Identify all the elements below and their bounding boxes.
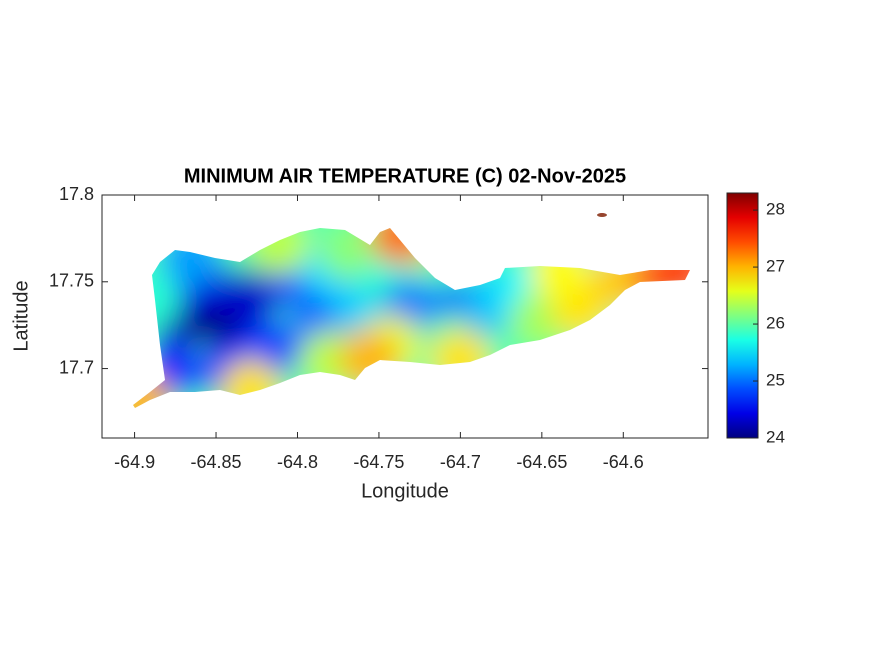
colorbar-tick-label: 24 bbox=[766, 427, 785, 446]
field-sample bbox=[572, 213, 633, 245]
colorbar-tick-label: 27 bbox=[766, 257, 785, 276]
x-tick-label: -64.75 bbox=[353, 452, 404, 472]
colorbar-tick-label: 25 bbox=[766, 371, 785, 390]
field-sample bbox=[650, 241, 690, 302]
field-sample bbox=[339, 329, 400, 390]
x-tick-label: -64.8 bbox=[277, 452, 318, 472]
temperature-field bbox=[133, 213, 690, 408]
field-sample bbox=[430, 329, 491, 390]
field-sample bbox=[220, 359, 281, 408]
y-axis-label: Latitude bbox=[10, 280, 32, 351]
x-tick-label: -64.9 bbox=[114, 452, 155, 472]
field-sample bbox=[370, 213, 431, 265]
y-tick-label: 17.8 bbox=[59, 184, 94, 204]
field-sample bbox=[140, 340, 201, 401]
colorbar-tick-label: 26 bbox=[766, 314, 785, 333]
field-sample bbox=[249, 215, 310, 276]
axes-box bbox=[101, 194, 709, 439]
colorbar bbox=[726, 192, 759, 439]
y-tick-label: 17.75 bbox=[49, 271, 94, 291]
x-axis-label: Longitude bbox=[361, 480, 449, 502]
field-samples bbox=[133, 213, 690, 408]
field-sample bbox=[133, 269, 180, 330]
field-sample bbox=[529, 239, 590, 300]
field-sample bbox=[220, 269, 281, 330]
x-tick-label: -64.7 bbox=[440, 452, 481, 472]
y-tick-label: 17.7 bbox=[59, 357, 94, 377]
x-tick-label: -64.65 bbox=[516, 452, 567, 472]
field-sample bbox=[133, 369, 170, 408]
colorbar-tick-label: 28 bbox=[766, 200, 785, 219]
x-tick-label: -64.85 bbox=[191, 452, 242, 472]
x-tick-label: -64.6 bbox=[603, 452, 644, 472]
chart-title: MINIMUM AIR TEMPERATURE (C) 02-Nov-2025 bbox=[184, 165, 626, 187]
